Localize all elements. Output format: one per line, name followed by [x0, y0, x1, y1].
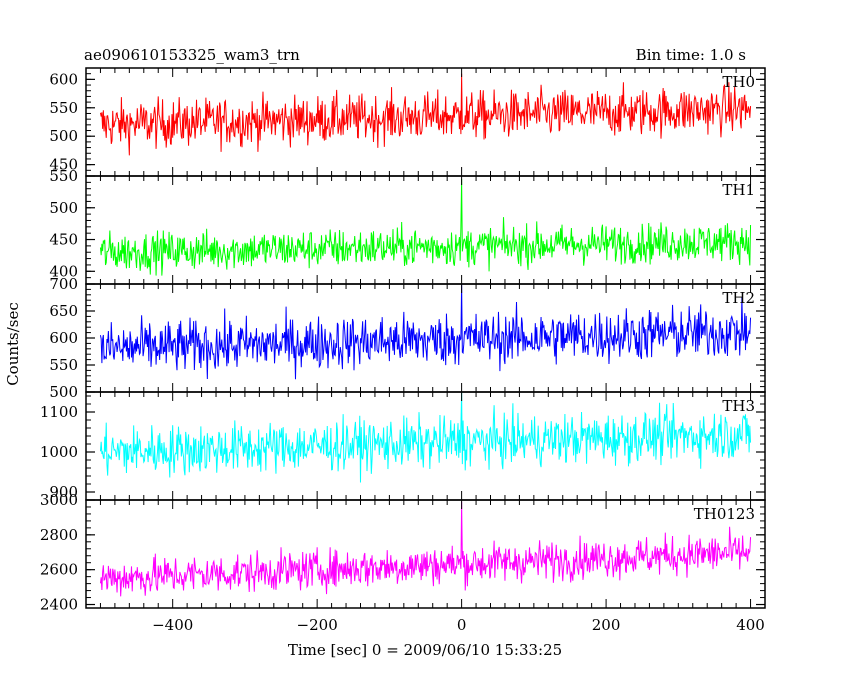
y-tick-label: 1000 [40, 443, 78, 461]
x-axis-label: Time [sec] 0 = 2009/06/10 15:33:25 [288, 641, 562, 659]
series-line-th0123 [99, 501, 752, 597]
y-tick-label: 400 [49, 262, 78, 280]
series-line-th0 [99, 73, 752, 156]
panel-frame [85, 175, 766, 285]
y-tick-label: 600 [49, 70, 78, 88]
y-tick-label: 650 [49, 302, 78, 320]
panel-label: TH2 [722, 289, 755, 307]
y-tick-label: 500 [49, 127, 78, 145]
panel-frame [85, 499, 766, 609]
chart-title: ae090610153325_wam3_trn [84, 46, 300, 64]
panels-group: 450 500 550 600 TH0 400 450 500 550 TH1 500 550 600 6… [40, 67, 766, 634]
y-tick-label: 500 [49, 199, 78, 217]
panel-label: TH0123 [694, 505, 755, 523]
panel-th0123: 2400 2600 2800 3000 TH0123 [40, 491, 766, 614]
y-tick-label: 2800 [40, 526, 78, 544]
series-line-th1 [99, 179, 752, 276]
series-line-th3 [99, 392, 752, 483]
panel-label: TH3 [722, 397, 755, 415]
y-tick-label: 550 [49, 167, 78, 185]
y-tick-label: 2400 [40, 596, 78, 614]
y-tick-label: 1100 [40, 403, 78, 421]
panel-th2: 500 550 600 650 700 TH2 [49, 275, 766, 401]
x-tick-label: −200 [297, 616, 338, 634]
series-line-th2 [99, 284, 752, 380]
y-tick-label: 600 [49, 329, 78, 347]
y-tick-label: 500 [49, 383, 78, 401]
x-tick-label: 400 [736, 616, 765, 634]
y-tick-label: 700 [49, 275, 78, 293]
y-tick-label: 900 [49, 483, 78, 501]
y-tick-label: 550 [49, 356, 78, 374]
y-tick-label: 2600 [40, 561, 78, 579]
bin-time-label: Bin time: 1.0 s [636, 46, 746, 64]
x-tick-label: 0 [457, 616, 467, 634]
panel-th1: 400 450 500 550 TH1 [49, 167, 766, 285]
panel-label: TH0 [722, 73, 755, 91]
x-tick-label: −400 [152, 616, 193, 634]
y-axis-label: Counts/sec [4, 302, 22, 386]
panel-th3: 900 1000 1100 TH3 [40, 391, 766, 501]
y-tick-label: 450 [49, 231, 78, 249]
y-tick-label: 3000 [40, 491, 78, 509]
y-tick-label: 550 [49, 99, 78, 117]
panel-th0: 450 500 550 600 TH0 [49, 67, 766, 177]
x-tick-label: 200 [592, 616, 621, 634]
y-tick-label: 450 [49, 156, 78, 174]
panel-label: TH1 [722, 181, 755, 199]
